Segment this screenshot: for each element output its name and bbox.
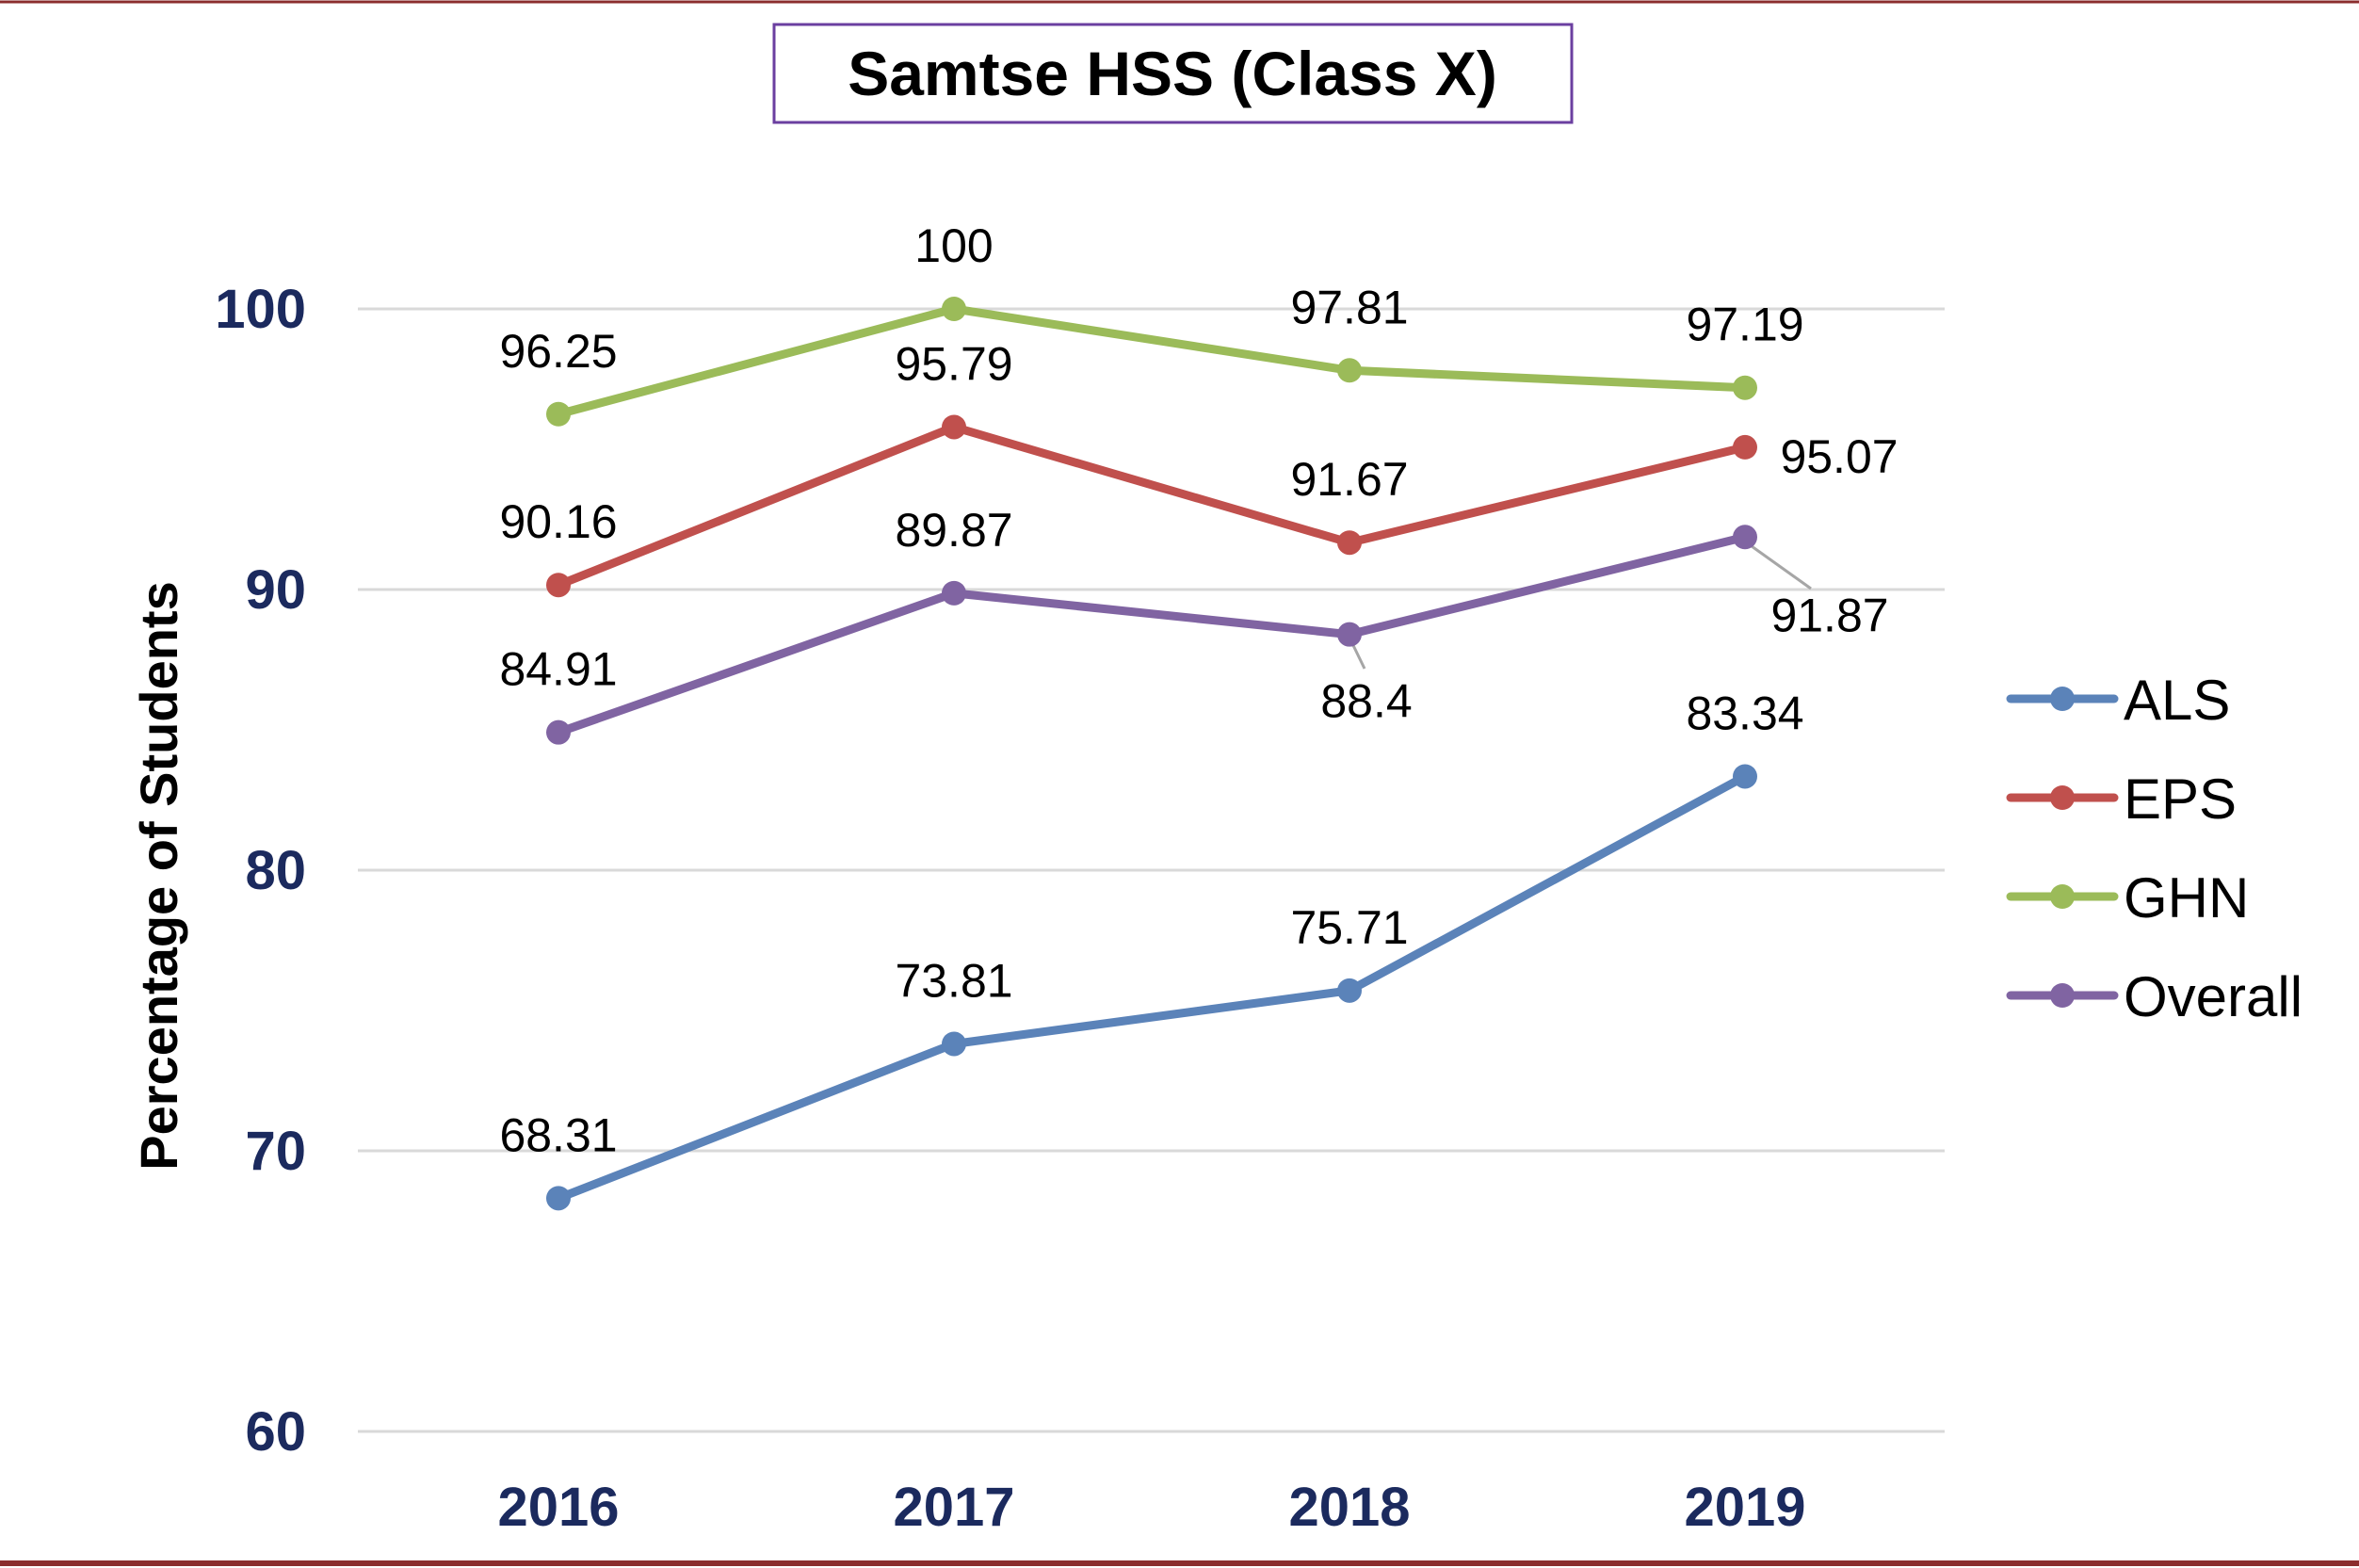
legend-swatch-marker-als	[2050, 687, 2075, 711]
legend-swatch-marker-overall	[2050, 983, 2075, 1008]
legend-swatch-marker-ghn	[2050, 884, 2075, 909]
legend-label-ghn: GHN	[2124, 866, 2249, 929]
x-tick-label-2019: 2019	[1684, 1477, 1805, 1538]
data-label-ghn-2017: 100	[914, 219, 993, 272]
y-tick-label-60: 60	[245, 1401, 306, 1463]
series-line-ghn	[554, 304, 1750, 419]
legend: ALS EPS GHN Overall	[2006, 669, 2302, 1028]
x-tick-label-2016: 2016	[497, 1477, 619, 1538]
x-axis-ticks: 2016 2017 2018 2019	[497, 1477, 1805, 1538]
data-label-overall-2019: 91.87	[1770, 589, 1888, 641]
data-label-overall-2018: 88.4	[1320, 675, 1412, 728]
data-label-overall-2016: 84.91	[499, 643, 617, 696]
series-line-eps	[554, 422, 1750, 590]
legend-label-als: ALS	[2124, 669, 2230, 732]
label-leader-lines	[1348, 540, 1812, 670]
data-point-overall-2017	[942, 580, 966, 606]
data-point-als-2016	[546, 1186, 571, 1211]
data-point-eps-2016	[546, 573, 571, 598]
data-label-eps-2019: 95.07	[1780, 430, 1898, 483]
data-point-eps-2018	[1337, 530, 1362, 556]
data-label-ghn-2018: 97.81	[1290, 281, 1408, 333]
gridlines	[358, 307, 1945, 1433]
y-axis-title: Percentage of Students	[129, 581, 188, 1170]
leader-line-overall-2019	[1744, 540, 1812, 590]
data-label-ghn-2016: 96.25	[499, 325, 617, 378]
y-tick-label-100: 100	[215, 279, 306, 340]
data-label-eps-2016: 90.16	[499, 495, 617, 548]
data-label-overall-2017: 89.87	[895, 504, 1012, 557]
chart-title: Samtse HSS (Class X)	[848, 39, 1497, 108]
y-axis-ticks: 60 70 80 90 100	[215, 279, 306, 1463]
chart-title-box	[772, 23, 1574, 124]
data-point-als-2017	[942, 1031, 966, 1057]
data-point-als-2019	[1733, 764, 1757, 789]
y-tick-label-70: 70	[245, 1121, 306, 1182]
data-point-ghn-2016	[546, 401, 571, 427]
x-tick-label-2018: 2018	[1288, 1477, 1410, 1538]
data-label-eps-2017: 95.79	[895, 337, 1012, 390]
data-point-ghn-2019	[1733, 375, 1757, 400]
data-label-als-2016: 68.31	[499, 1108, 617, 1161]
legend-label-overall: Overall	[2124, 965, 2302, 1028]
data-point-ghn-2017	[942, 297, 966, 321]
y-tick-label-90: 90	[245, 559, 306, 621]
data-point-overall-2016	[546, 719, 571, 745]
y-tick-label-80: 80	[245, 840, 306, 901]
legend-swatch-marker-eps	[2050, 785, 2075, 810]
data-point-ghn-2018	[1337, 358, 1362, 383]
data-label-als-2017: 73.81	[895, 954, 1012, 1007]
data-point-eps-2019	[1733, 434, 1757, 460]
series-lines	[546, 297, 1757, 1211]
data-point-eps-2017	[942, 414, 966, 440]
data-label-eps-2018: 91.67	[1290, 453, 1408, 506]
series-line-overall	[554, 532, 1750, 737]
data-point-als-2018	[1337, 978, 1362, 1003]
data-label-ghn-2019: 97.19	[1686, 299, 1803, 351]
data-label-als-2019: 83.34	[1686, 687, 1803, 739]
data-point-overall-2018	[1337, 622, 1362, 647]
legend-label-eps: EPS	[2124, 768, 2237, 831]
data-label-als-2018: 75.71	[1290, 901, 1408, 954]
x-tick-label-2017: 2017	[893, 1477, 1014, 1538]
data-point-overall-2019	[1733, 525, 1757, 550]
series-line-als	[554, 771, 1750, 1203]
data-labels: 68.31 73.81 75.71 83.34 90.16 95.79 91.67 95.07…	[499, 219, 1898, 1161]
